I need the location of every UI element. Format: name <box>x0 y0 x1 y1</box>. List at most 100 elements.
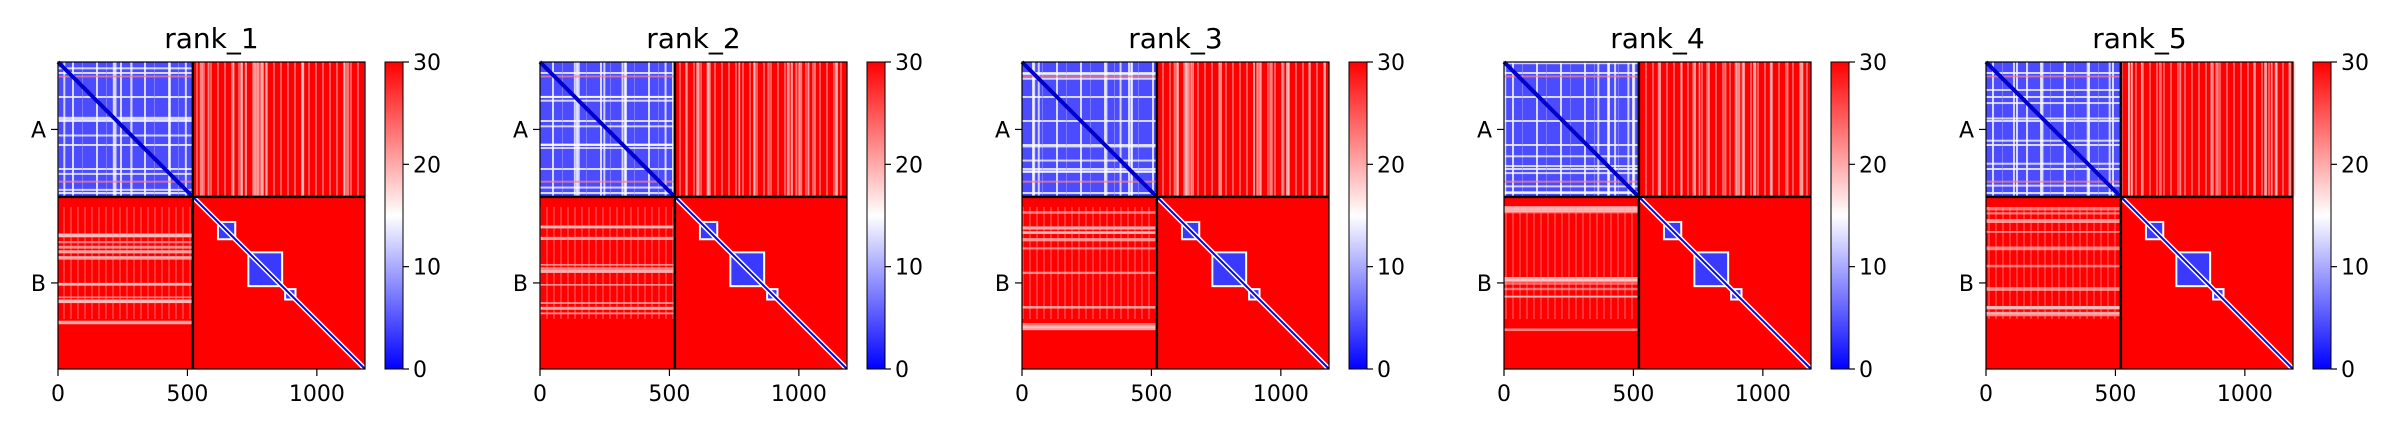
colorbar-tick-label: 10 <box>895 256 923 281</box>
block-b-a-band <box>1022 325 1157 328</box>
block-a-a-line <box>1033 62 1036 197</box>
block-a-b-stripe <box>260 62 263 197</box>
block-a-a-edge <box>1986 180 2121 183</box>
diagonal-a <box>1984 60 2123 199</box>
block-a-a-line <box>130 62 133 197</box>
block-a-b-stripe <box>2158 62 2162 197</box>
block-b-a-band <box>1022 326 1157 331</box>
y-tick-label: B <box>1477 272 1492 297</box>
block-a-a-line <box>63 62 66 197</box>
block-a-a-line <box>168 62 171 197</box>
panel-title: rank_2 <box>646 22 740 55</box>
block-a-b-stripe <box>814 62 816 197</box>
block-a-b-stripe <box>2275 62 2278 197</box>
block-a-a-line <box>1633 62 1636 197</box>
block-b-a-texture <box>1022 206 1157 319</box>
block-a-a-line <box>1627 62 1630 197</box>
block-a-a-line <box>1130 62 1133 197</box>
block-a-a-line <box>1022 159 1157 162</box>
block-a-b-stripe <box>1176 62 1179 197</box>
y-tick-label: B <box>513 272 528 297</box>
block-a-b-stripe <box>1219 62 1223 197</box>
diagonal-a <box>56 60 195 199</box>
colorbar-tick-label: 20 <box>2341 153 2369 178</box>
block-a-b-stripe <box>1769 62 1773 197</box>
heatmap-frame <box>1503 61 1812 370</box>
block-a-a-line <box>2063 62 2066 197</box>
colorbar-tick-label: 10 <box>1859 256 1887 281</box>
block-a-b-stripe <box>1680 62 1683 197</box>
block-a-b-stripe <box>2292 62 2296 197</box>
block-a-a-line <box>1504 172 1639 175</box>
block-a-b-stripe <box>1258 62 1262 197</box>
x-tick-label: 0 <box>1015 382 1029 407</box>
x-tick-label: 1000 <box>2217 382 2273 407</box>
block-a-b-stripe <box>1657 62 1661 197</box>
x-tick-label: 1000 <box>1253 382 1309 407</box>
block-a-b-stripe <box>2140 62 2143 197</box>
block-a-b-stripe <box>2253 62 2256 197</box>
diagonal-a <box>538 60 677 199</box>
block-a-a-line <box>577 62 580 197</box>
colorbar <box>866 61 886 370</box>
block-a-a-line <box>621 62 624 197</box>
block-a-b-stripe <box>2274 62 2277 197</box>
colorbar-tick-label: 20 <box>1377 153 1405 178</box>
block-a-a-line <box>540 95 675 98</box>
block-a-a-line <box>1986 117 2121 120</box>
colorbar-tick-label: 30 <box>413 51 441 76</box>
block-a-a-line <box>1986 102 2121 105</box>
block-a-a-line <box>1037 62 1040 197</box>
block-a-b-stripe <box>786 62 790 197</box>
block-a-b-stripe <box>1724 62 1727 197</box>
block-a-a-line <box>58 188 193 191</box>
block-a-b-stripe <box>240 62 243 197</box>
x-tick-label: 1000 <box>289 382 345 407</box>
block-a-a-line <box>540 143 675 146</box>
heatmap-frame <box>539 61 848 370</box>
block-a-b-stripe <box>256 62 259 197</box>
heatmap-panel-4: rank_4 A B 0 500 1000 0 10 20 30 <box>1477 22 1887 407</box>
block-a-a-line <box>2108 62 2111 197</box>
block-a-b-stripe <box>1706 62 1710 197</box>
block-a-b-stripe <box>1698 62 1701 197</box>
block-a-b-stripe <box>1281 62 1285 197</box>
block-a-a-edge <box>58 75 193 78</box>
x-tick-label: 0 <box>533 382 547 407</box>
block-a-a-line <box>2012 62 2015 197</box>
block-a-b-stripe <box>795 62 798 197</box>
x-tick-label: 0 <box>1979 382 1993 407</box>
y-tick-label: B <box>31 272 46 297</box>
block-a-a-line <box>2041 62 2044 197</box>
colorbar-tick-label: 10 <box>1377 256 1405 281</box>
block-a-b-stripe <box>738 62 741 197</box>
y-tick-label: A <box>513 118 528 143</box>
panel-title: rank_5 <box>2092 22 2186 55</box>
colorbar-tick-label: 0 <box>2341 358 2355 383</box>
heatmap-panel-5: rank_5 A B 0 500 1000 0 10 20 30 <box>1959 22 2369 407</box>
block-a-a-line <box>112 62 115 197</box>
block-a-b-stripe <box>2130 62 2133 197</box>
block-a-a-line <box>603 62 606 197</box>
block-a-b-stripe <box>767 62 770 197</box>
block-b-a-texture <box>540 206 675 319</box>
heatmap-panel-3: rank_3 A B 0 500 1000 0 10 20 30 <box>995 22 1405 407</box>
block-a-a-line <box>1105 62 1108 197</box>
colorbar-tick-label: 0 <box>1859 358 1873 383</box>
block-a-a-line <box>58 172 193 175</box>
block-a-a-edge <box>1986 75 2121 78</box>
diagonal-a <box>1502 60 1641 199</box>
block-a-a-edge <box>58 180 193 183</box>
block-a-a-line <box>58 67 193 70</box>
block-a-a-line <box>540 186 675 189</box>
block-a-b-stripe <box>1253 62 1255 197</box>
block-a-a-line <box>573 62 576 197</box>
block-a-b-stripe <box>1734 62 1738 197</box>
block-a-b-texture <box>1156 62 1329 197</box>
block-a-b-stripe <box>790 62 793 197</box>
block-a-b-stripe <box>1269 62 1273 197</box>
block-a-b-stripe <box>1800 62 1804 197</box>
block-a-b-stripe <box>707 62 711 197</box>
block-a-b-stripe <box>1308 62 1311 197</box>
